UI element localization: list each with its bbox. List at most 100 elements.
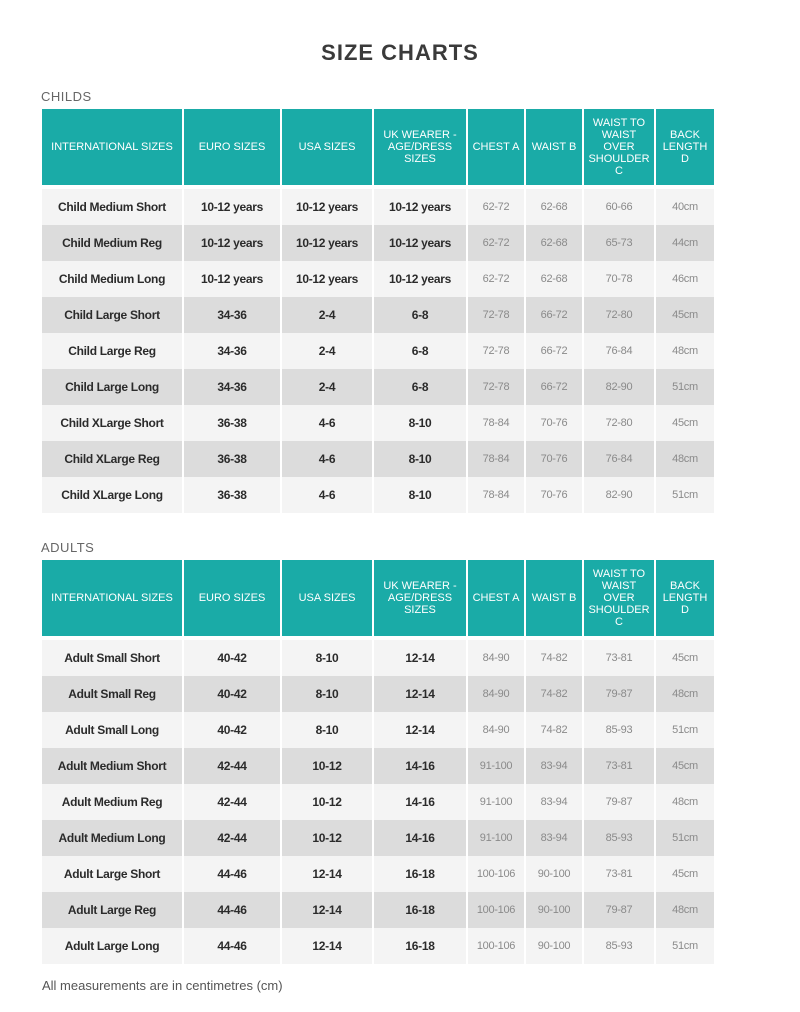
childs-table-cell: 72-80 (584, 405, 654, 441)
adults-table-row: Adult Large Reg 44-46 12-14 16-18 100-106 90-… (42, 892, 714, 928)
adults-table-cell: 16-18 (374, 856, 466, 892)
adults-table-cell: 84-90 (468, 676, 524, 712)
childs-table-cell: Child XLarge Reg (42, 441, 182, 477)
adults-table-cell: 100-106 (468, 928, 524, 964)
adults-table-cell: 85-93 (584, 928, 654, 964)
adults-table-cell: 79-87 (584, 892, 654, 928)
adults-table-cell: 74-82 (526, 676, 582, 712)
childs-table-cell: 76-84 (584, 333, 654, 369)
childs-table-row: Child Large Reg 34-36 2-4 6-8 72-78 66-72 76-8… (42, 333, 714, 369)
childs-table-cell: 72-78 (468, 333, 524, 369)
adults-table-cell: 74-82 (526, 712, 582, 748)
adults-table-cell: 10-12 (282, 820, 372, 856)
adults-table-cell: 83-94 (526, 784, 582, 820)
adults-table-cell: Adult Medium Short (42, 748, 182, 784)
childs-table-cell: 62-72 (468, 189, 524, 225)
adults-table-row: Adult Large Long 44-46 12-14 16-18 100-106 90… (42, 928, 714, 964)
adults-table-cell: 12-14 (282, 856, 372, 892)
adults-table-cell: 42-44 (184, 784, 280, 820)
childs-table-cell: 10-12 years (282, 189, 372, 225)
adults-table-cell: 91-100 (468, 748, 524, 784)
childs-table-cell: 10-12 years (184, 225, 280, 261)
childs-table-cell: 72-80 (584, 297, 654, 333)
childs-table-row: Child Large Short 34-36 2-4 6-8 72-78 66-72 72… (42, 297, 714, 333)
adults-table-cell: 90-100 (526, 892, 582, 928)
childs-table-cell: 70-78 (584, 261, 654, 297)
adults-column-header: UK WEARER - AGE/DRESS SIZES (374, 560, 466, 640)
childs-table-cell: 62-68 (526, 225, 582, 261)
adults-table-cell: 91-100 (468, 784, 524, 820)
childs-column-header: EURO SIZES (184, 109, 280, 189)
adults-table-row: Adult Small Long 40-42 8-10 12-14 84-90 74-82… (42, 712, 714, 748)
childs-table-cell: 8-10 (374, 405, 466, 441)
childs-table-cell: 2-4 (282, 297, 372, 333)
childs-column-header: WAIST B (526, 109, 582, 189)
adults-table-cell: 45cm (656, 856, 714, 892)
childs-table-cell: 10-12 years (374, 261, 466, 297)
adults-header-row: INTERNATIONAL SIZES EURO SIZES USA SIZES UK… (42, 560, 714, 640)
adults-table-cell: 48cm (656, 676, 714, 712)
childs-section-title: CHILDS (41, 89, 92, 104)
childs-table-cell: 8-10 (374, 477, 466, 513)
childs-table-cell: 45cm (656, 297, 714, 333)
childs-table-cell: 65-73 (584, 225, 654, 261)
adults-table-cell: 12-14 (374, 712, 466, 748)
adults-column-header: INTERNATIONAL SIZES (42, 560, 182, 640)
adults-table-cell: Adult Medium Long (42, 820, 182, 856)
childs-table-cell: 10-12 years (184, 261, 280, 297)
childs-table-cell: 66-72 (526, 333, 582, 369)
childs-column-header: WAIST TO WAIST OVER SHOULDER C (584, 109, 654, 189)
adults-table-cell: 51cm (656, 712, 714, 748)
childs-table-cell: 6-8 (374, 297, 466, 333)
childs-table-cell: 40cm (656, 189, 714, 225)
childs-table-row: Child Medium Long 10-12 years 10-12 years 1… (42, 261, 714, 297)
adults-table-row: Adult Large Short 44-46 12-14 16-18 100-106 9… (42, 856, 714, 892)
childs-table-cell: 66-72 (526, 369, 582, 405)
adults-table-cell: 14-16 (374, 820, 466, 856)
childs-table-cell: 76-84 (584, 441, 654, 477)
adults-table-cell: 100-106 (468, 892, 524, 928)
childs-table-cell: 10-12 years (374, 225, 466, 261)
adults-table-cell: 84-90 (468, 640, 524, 676)
adults-column-header: WAIST TO WAIST OVER SHOULDER C (584, 560, 654, 640)
adults-table-cell: Adult Large Long (42, 928, 182, 964)
adults-table-cell: Adult Small Long (42, 712, 182, 748)
adults-column-header: CHEST A (468, 560, 524, 640)
childs-table-cell: 82-90 (584, 477, 654, 513)
childs-table-cell: 36-38 (184, 441, 280, 477)
adults-table-cell: Adult Small Short (42, 640, 182, 676)
childs-table-cell: 46cm (656, 261, 714, 297)
adults-table-cell: Adult Small Reg (42, 676, 182, 712)
childs-table-cell: 62-72 (468, 225, 524, 261)
adults-table-cell: 73-81 (584, 640, 654, 676)
childs-table-cell: 70-76 (526, 477, 582, 513)
adults-table-cell: 8-10 (282, 676, 372, 712)
childs-table-cell: 34-36 (184, 297, 280, 333)
adults-table-cell: Adult Large Reg (42, 892, 182, 928)
childs-table-cell: 6-8 (374, 333, 466, 369)
adults-table-cell: 40-42 (184, 712, 280, 748)
childs-table-cell: 34-36 (184, 333, 280, 369)
childs-table-cell: 2-4 (282, 333, 372, 369)
adults-table-cell: 12-14 (374, 676, 466, 712)
adults-table-cell: 44-46 (184, 892, 280, 928)
adults-table-cell: 14-16 (374, 784, 466, 820)
adults-column-header: EURO SIZES (184, 560, 280, 640)
childs-column-header: UK WEARER - AGE/DRESS SIZES (374, 109, 466, 189)
childs-header-row: INTERNATIONAL SIZES EURO SIZES USA SIZES UK… (42, 109, 714, 189)
adults-table-cell: 84-90 (468, 712, 524, 748)
childs-table-cell: 10-12 years (374, 189, 466, 225)
adults-table-cell: 40-42 (184, 640, 280, 676)
childs-table-cell: 62-68 (526, 261, 582, 297)
childs-table-cell: 78-84 (468, 405, 524, 441)
childs-table-row: Child XLarge Short 36-38 4-6 8-10 78-84 70-76… (42, 405, 714, 441)
childs-table-cell: 72-78 (468, 369, 524, 405)
childs-table-cell: 6-8 (374, 369, 466, 405)
adults-table-cell: 10-12 (282, 748, 372, 784)
adults-table-cell: Adult Medium Reg (42, 784, 182, 820)
childs-table-cell: 51cm (656, 369, 714, 405)
adults-table-cell: 90-100 (526, 928, 582, 964)
childs-table-cell: 4-6 (282, 441, 372, 477)
childs-table-cell: 62-68 (526, 189, 582, 225)
childs-table-cell: Child Medium Long (42, 261, 182, 297)
